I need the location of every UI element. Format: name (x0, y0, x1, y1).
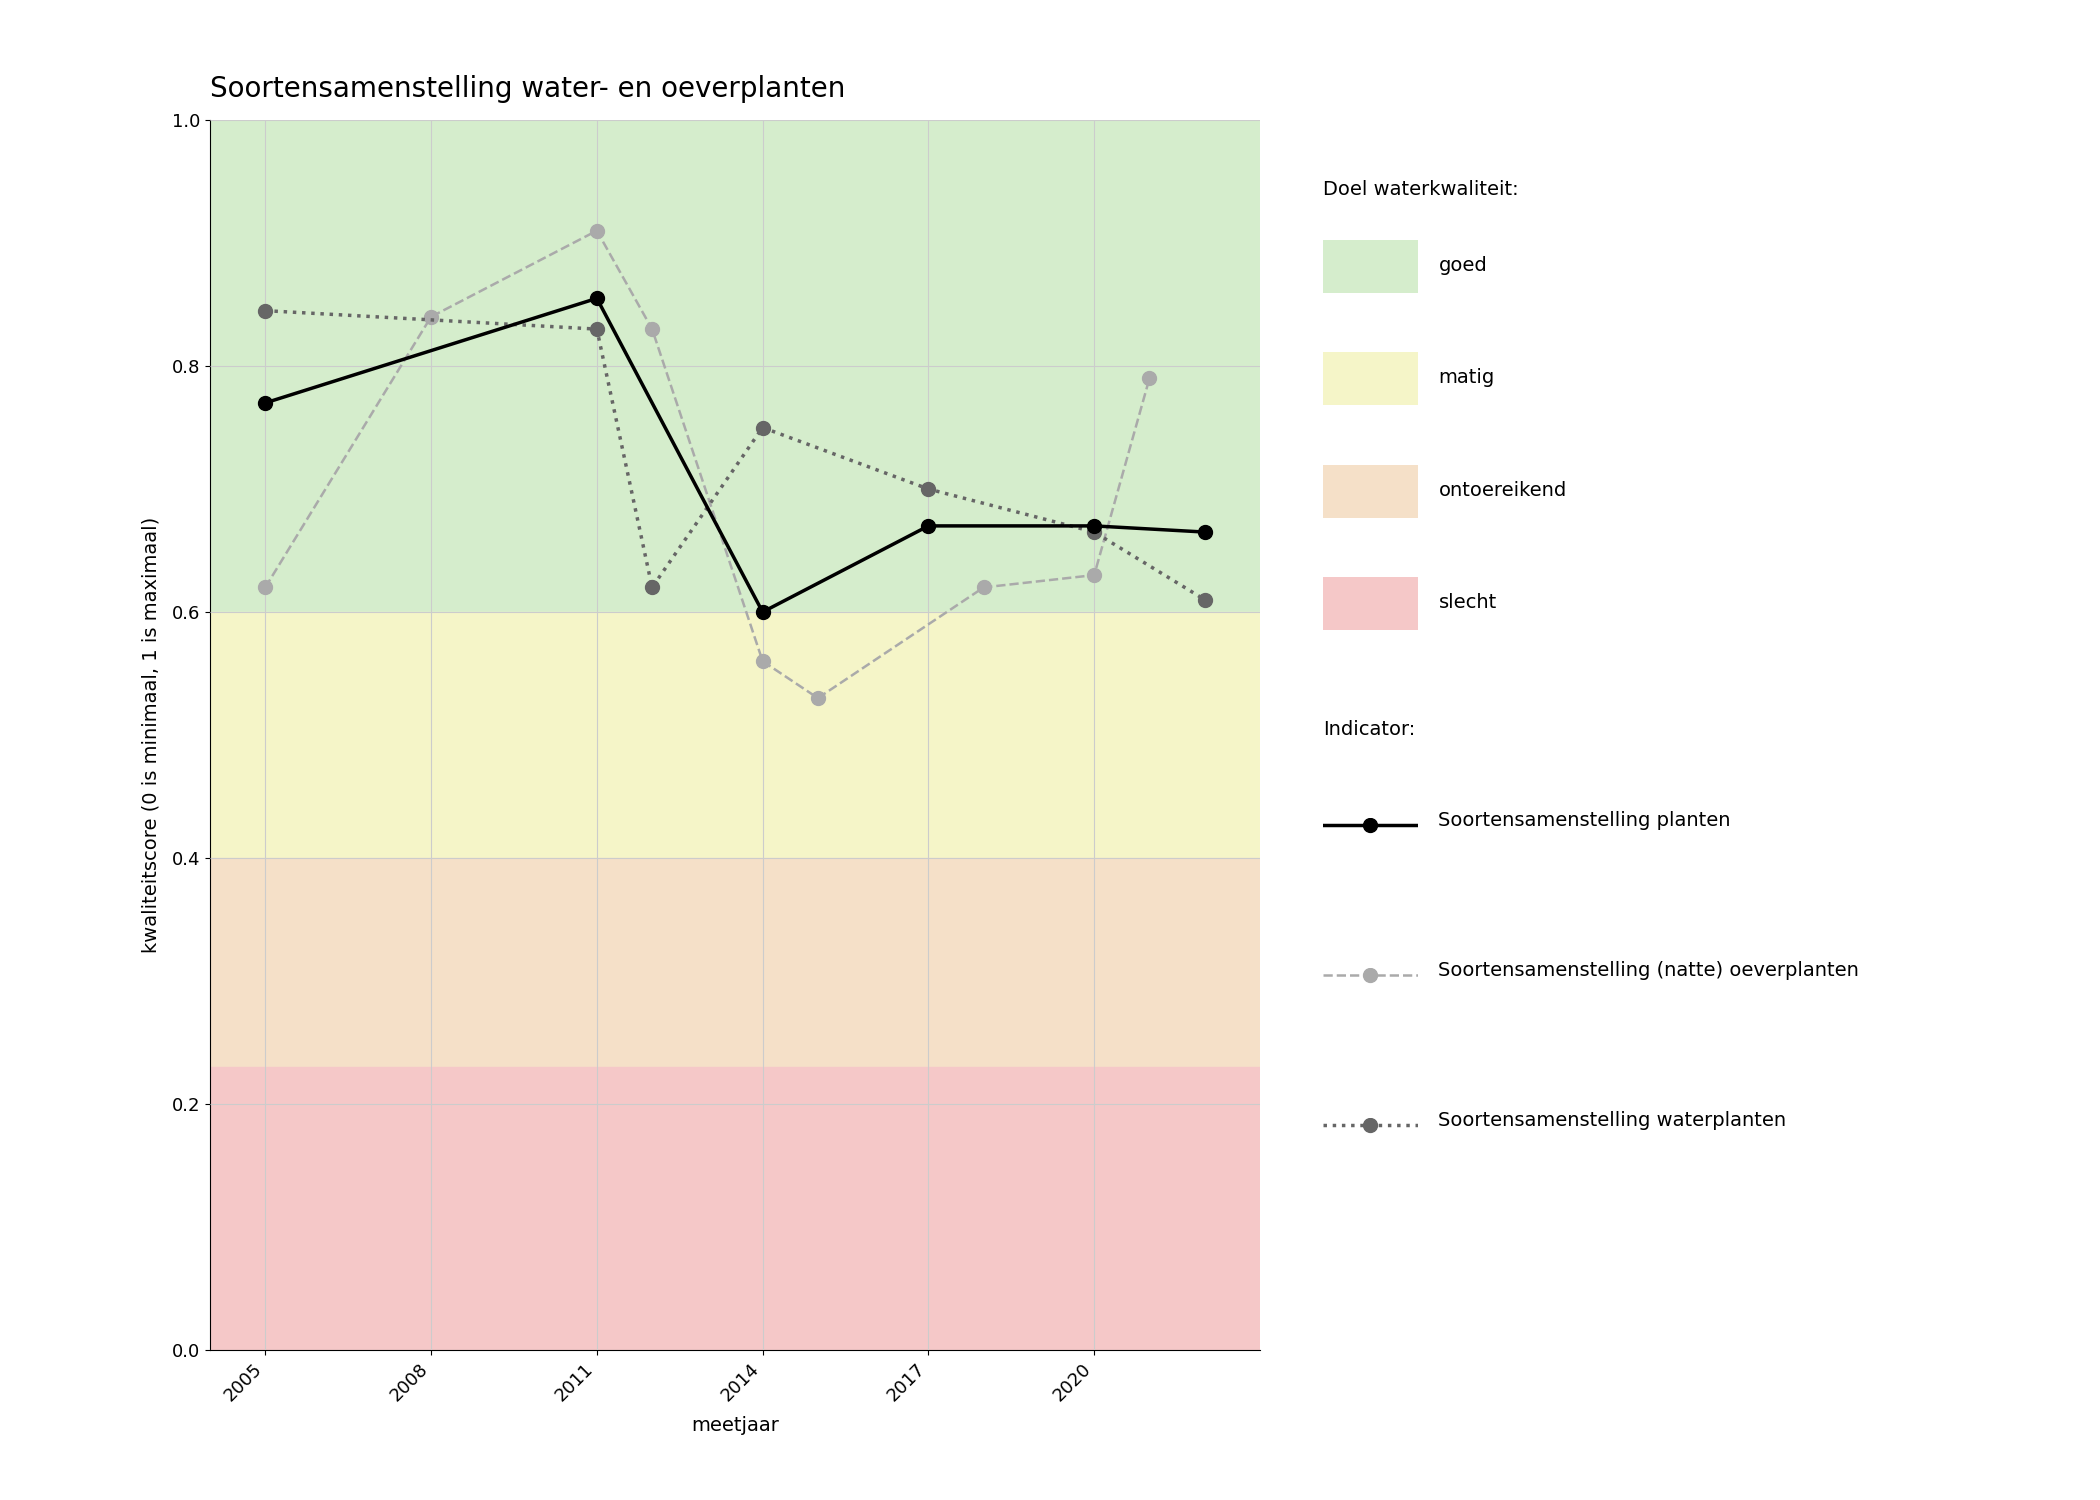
Soortensamenstelling planten (1193, 524, 1218, 542)
Soortensamenstelling (natte) oeverplanten (1136, 369, 1161, 387)
Soortensamenstelling (natte) oeverplanten (1082, 566, 1107, 584)
Soortensamenstelling (natte) oeverplanten (418, 308, 443, 326)
Soortensamenstelling waterplanten (1082, 524, 1107, 542)
Soortensamenstelling waterplanten (1193, 591, 1218, 609)
Soortensamenstelling waterplanten (640, 579, 666, 597)
Text: Soortensamenstelling water- en oeverplanten: Soortensamenstelling water- en oeverplan… (210, 75, 846, 104)
Line: Soortensamenstelling waterplanten: Soortensamenstelling waterplanten (258, 303, 1212, 606)
X-axis label: meetjaar: meetjaar (691, 1416, 779, 1436)
Soortensamenstelling (natte) oeverplanten (640, 320, 666, 338)
Soortensamenstelling (natte) oeverplanten (584, 222, 609, 240)
Soortensamenstelling (natte) oeverplanten (970, 579, 995, 597)
Text: Soortensamenstelling planten: Soortensamenstelling planten (1438, 812, 1730, 830)
Soortensamenstelling (natte) oeverplanten (750, 652, 775, 670)
Text: ontoereikend: ontoereikend (1438, 482, 1567, 500)
Text: goed: goed (1438, 256, 1487, 274)
Soortensamenstelling planten (750, 603, 775, 621)
Soortensamenstelling planten (1082, 518, 1107, 536)
Line: Soortensamenstelling (natte) oeverplanten: Soortensamenstelling (natte) oeverplante… (258, 224, 1157, 705)
Bar (210, 612, 1260, 858)
Text: slecht: slecht (1438, 594, 1497, 612)
Text: Soortensamenstelling (natte) oeverplanten: Soortensamenstelling (natte) oeverplante… (1438, 962, 1858, 980)
Y-axis label: kwaliteitscore (0 is minimaal, 1 is maximaal): kwaliteitscore (0 is minimaal, 1 is maxi… (141, 518, 162, 952)
Text: Doel waterkwaliteit:: Doel waterkwaliteit: (1323, 180, 1518, 200)
Bar (210, 120, 1260, 612)
Soortensamenstelling waterplanten (916, 480, 941, 498)
Text: Indicator:: Indicator: (1323, 720, 1415, 740)
Soortensamenstelling planten (584, 290, 609, 308)
Soortensamenstelling waterplanten (584, 320, 609, 338)
Soortensamenstelling waterplanten (750, 419, 775, 436)
Soortensamenstelling planten (252, 394, 277, 412)
Bar (210, 858, 1260, 1066)
Line: Soortensamenstelling planten: Soortensamenstelling planten (258, 291, 1212, 620)
Soortensamenstelling planten (916, 518, 941, 536)
Soortensamenstelling (natte) oeverplanten (804, 688, 830, 706)
Text: Soortensamenstelling waterplanten: Soortensamenstelling waterplanten (1438, 1112, 1787, 1130)
Soortensamenstelling (natte) oeverplanten (252, 579, 277, 597)
Soortensamenstelling waterplanten (252, 302, 277, 320)
Text: matig: matig (1438, 369, 1495, 387)
Bar (210, 1066, 1260, 1350)
